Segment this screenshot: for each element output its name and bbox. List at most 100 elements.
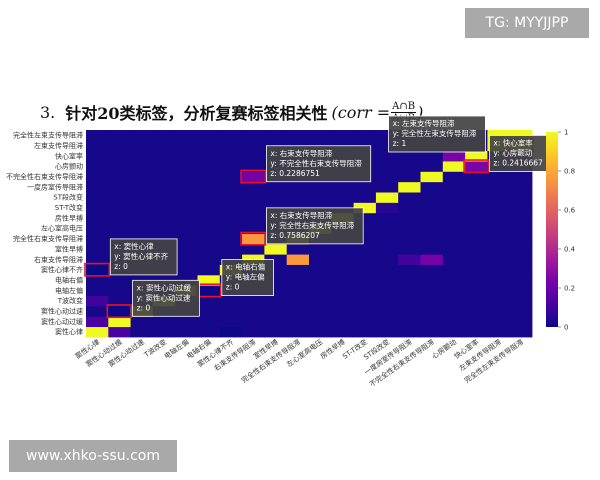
heatmap-cell (398, 264, 421, 276)
tooltip-line: y: 完全性左束支传导阻滞 (393, 128, 477, 138)
heatmap-cell (398, 212, 421, 224)
tooltip-box (132, 279, 200, 317)
heatmap-cell (509, 316, 533, 328)
heatmap-cell (152, 150, 176, 162)
y-tick-label: 快心室率 (55, 151, 83, 160)
heatmap-cell (442, 192, 466, 203)
heatmap-cell (442, 274, 466, 286)
colorbar-tick-label: 0.2 (564, 285, 575, 293)
heatmap-cell (442, 171, 466, 183)
heatmap-cell (465, 254, 488, 265)
highlight-box (106, 304, 133, 319)
heatmap-cell (286, 316, 310, 328)
heatmap-cell (398, 202, 421, 214)
y-tick-label: 完全性左束支传导阻滞 (13, 131, 83, 140)
highlight-box (240, 231, 267, 246)
heatmap-cell (197, 223, 221, 234)
heatmap-cell (375, 212, 399, 224)
chart-heading: 3. 针对20类标签，分析复赛标签相关性 (corr = A∩B A∪B ) (40, 97, 423, 127)
heatmap-cell (108, 140, 131, 152)
heatmap-cell (509, 264, 533, 276)
heatmap-cell (130, 161, 154, 172)
heatmap-cell (353, 274, 377, 286)
tooltip-line: z: 0 (226, 283, 240, 292)
heatmap-cell (264, 192, 288, 203)
heatmap-cell (398, 305, 421, 317)
heatmap-cell (175, 192, 198, 203)
heatmap-cell (353, 295, 377, 307)
heatmap-cell (242, 326, 265, 338)
heatmap-cell (398, 223, 421, 234)
heatmap-cell (375, 161, 399, 172)
heatmap-cell (509, 243, 533, 255)
heatmap-cell (219, 192, 243, 203)
heatmap-cell (286, 285, 310, 296)
heatmap-cell (309, 254, 332, 265)
heatmap-cell (86, 140, 109, 152)
heatmap-cell (175, 140, 198, 152)
heatmap-cell (331, 316, 354, 328)
heatmap-cell (197, 285, 221, 296)
heading-number: 3. (40, 102, 56, 122)
heatmap-cell (286, 305, 310, 317)
heatmap-cell (398, 171, 421, 183)
heatmap-cell (108, 202, 131, 214)
heatmap-cell (264, 326, 288, 338)
heatmap-cell (86, 295, 109, 307)
heatmap-cell (509, 192, 533, 203)
heatmap-cell (242, 316, 265, 328)
heatmap-cell (353, 316, 377, 328)
y-tick-label: 窦性心动过缓 (41, 317, 83, 326)
heatmap-cell (487, 171, 511, 183)
heatmap-cell (398, 233, 421, 245)
heatmap-cell (442, 161, 466, 172)
heatmap-cell (309, 274, 332, 286)
heatmap-cell (242, 140, 265, 152)
tooltip-line: y: 心房颤动 (493, 147, 532, 157)
tooltip-line: y: 完全性右束支传导阻滞 (270, 220, 354, 230)
heatmap-cell (152, 130, 176, 141)
heatmap-cell (375, 233, 399, 245)
heatmap-cell (175, 130, 198, 141)
heatmap-cell (286, 192, 310, 203)
heatmap-cell (375, 150, 399, 162)
heatmap-cell (420, 274, 444, 286)
heatmap-cell (331, 295, 354, 307)
heatmap-cell (442, 243, 466, 255)
heatmap-cell (197, 233, 221, 245)
tooltip-line: y: 窦性心律不齐 (114, 251, 168, 261)
heatmap-cell (398, 161, 421, 172)
formula-prefix: (corr = (331, 102, 391, 122)
heatmap-cell (465, 243, 488, 255)
heatmap-cell (108, 305, 131, 317)
heatmap-cell (442, 326, 466, 338)
heatmap-cell (86, 192, 109, 203)
heatmap-cell (108, 285, 131, 296)
heatmap-cell (86, 223, 109, 234)
heatmap-cell (219, 305, 243, 317)
heatmap-cell (442, 181, 466, 193)
heatmap-cell (108, 326, 131, 338)
heatmap-cell (242, 192, 265, 203)
tooltip-line: x: 快心室率 (493, 137, 533, 147)
heatmap-cell (152, 161, 176, 172)
heatmap-cell (465, 161, 488, 172)
heatmap-cell (197, 295, 221, 307)
heatmap-cell (487, 254, 511, 265)
heatmap-cell (331, 285, 354, 296)
heatmap-cell (264, 181, 288, 193)
heatmap-cell (152, 140, 176, 152)
heatmap-cell (375, 285, 399, 296)
tooltip-line: x: 右束支传导阻滞 (270, 148, 332, 158)
heatmap-cell (242, 243, 265, 255)
heatmap-cell (442, 295, 466, 307)
y-tick-label: 左束支传导阻滞 (34, 141, 83, 150)
heatmap-cell (420, 202, 444, 214)
heatmap-cell (108, 181, 131, 193)
heatmap-cell (175, 161, 198, 172)
y-tick-label: 房性早搏 (55, 213, 83, 222)
heatmap-cell (197, 150, 221, 162)
heatmap-cell (375, 140, 399, 152)
